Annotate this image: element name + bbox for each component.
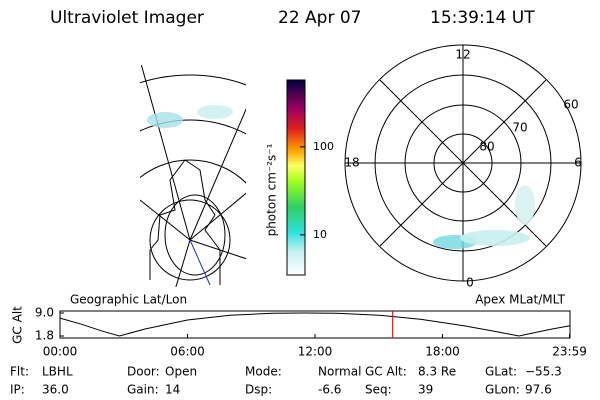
status-label: Mode: (245, 365, 282, 379)
y-axis-label: GC Alt (11, 306, 25, 344)
status-label: Door: (127, 365, 160, 379)
status-value: 39 (418, 383, 433, 397)
x-tick-label: 06:00 (170, 345, 205, 359)
status-value: LBHL (42, 365, 73, 379)
geographic-map (140, 65, 246, 287)
status-label: GLon: (485, 383, 520, 397)
status-label: Gain: (127, 383, 159, 397)
altitude-line (59, 312, 571, 337)
colorbar-tick-label: 10 (313, 228, 327, 241)
lat-label: 60 (563, 98, 578, 112)
panel-label: Geographic Lat/Lon (70, 293, 187, 307)
y-tick-label: 1.8 (35, 329, 54, 343)
lat-label: 70 (512, 121, 527, 135)
status-value: -6.6 (318, 383, 341, 397)
colorbar (286, 79, 306, 276)
polar-plot (344, 44, 582, 282)
altitude-frame (59, 310, 571, 339)
y-tick-label: 9.0 (35, 306, 54, 320)
colorbar-tick-label: 100 (313, 140, 334, 153)
x-tick-label: 12:00 (298, 345, 333, 359)
status-label: IP: (10, 383, 25, 397)
mlt-label: 0 (466, 276, 474, 290)
status-value: 8.3 Re (418, 365, 456, 379)
mlt-label: 6 (574, 156, 582, 170)
status-label: Flt: (10, 365, 29, 379)
colorbar-label: photon cm⁻²s⁻¹ (265, 143, 279, 236)
lat-label: 80 (479, 140, 494, 154)
date: 22 Apr 07 (278, 8, 361, 28)
instrument: Ultraviolet Imager (50, 8, 204, 28)
status-label: GC Alt: (365, 365, 407, 379)
status-value: Normal (318, 365, 361, 379)
status-value: 14 (165, 383, 180, 397)
mlt-label: 18 (344, 156, 359, 170)
status-value: 97.6 (525, 383, 552, 397)
status-value: −55.3 (525, 365, 562, 379)
status-label: Seq: (365, 383, 392, 397)
x-tick-label: 00:00 (43, 345, 78, 359)
time: 15:39:14 UT (430, 8, 535, 28)
mlt-label: 12 (455, 48, 470, 62)
x-tick-label: 18:00 (425, 345, 460, 359)
status-label: Dsp: (245, 383, 272, 397)
status-label: GLat: (485, 365, 517, 379)
status-value: Open (165, 365, 197, 379)
panel-label: Apex MLat/MLT (475, 293, 565, 307)
x-tick-label: 23:59 (552, 345, 587, 359)
status-value: 36.0 (42, 383, 69, 397)
